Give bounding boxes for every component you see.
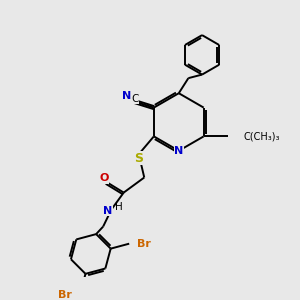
- Text: H: H: [115, 202, 123, 212]
- Text: C: C: [131, 94, 139, 104]
- Text: S: S: [134, 152, 143, 165]
- Text: N: N: [122, 91, 132, 101]
- Text: C(CH₃)₃: C(CH₃)₃: [243, 131, 280, 141]
- Text: Br: Br: [58, 290, 72, 300]
- Text: N: N: [103, 206, 113, 216]
- Text: N: N: [174, 146, 183, 156]
- Text: O: O: [99, 173, 109, 183]
- Text: Br: Br: [137, 239, 151, 249]
